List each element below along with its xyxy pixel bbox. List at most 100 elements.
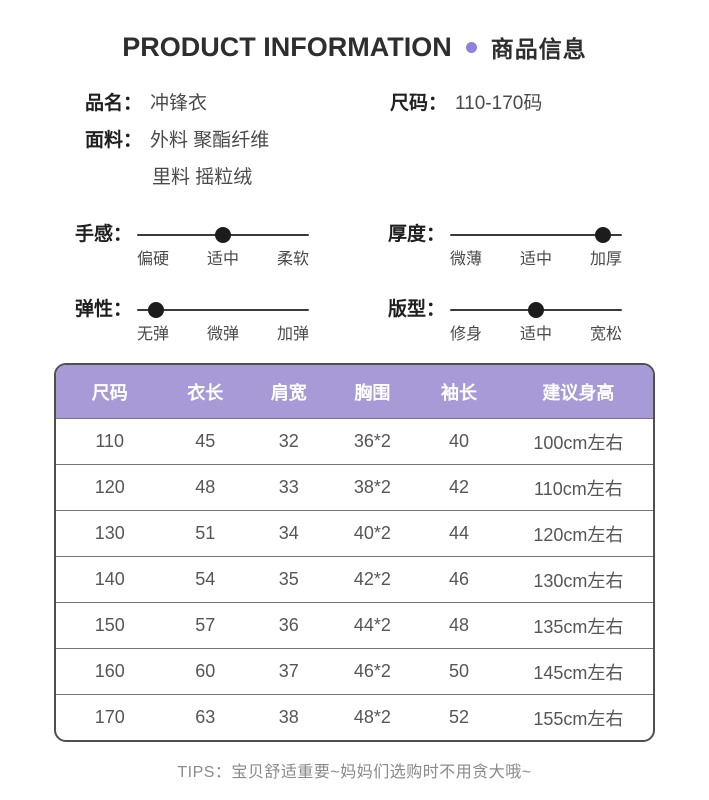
fabric-row: 面料： 外料 聚酯纤维: [85, 125, 670, 162]
size-table-header-row: 尺码 衣长 肩宽 胸围 袖长 建议身高: [56, 365, 653, 418]
slider-options: 微薄 适中 加厚: [450, 245, 622, 269]
column-header: 胸围: [330, 365, 415, 418]
table-cell: 120: [56, 464, 164, 510]
table-cell: 48: [414, 602, 504, 648]
table-row: 160 60 37 46*2 50 145cm左右: [56, 648, 653, 694]
tips-text: TIPS：宝贝舒适重要~妈妈们选购时不用贪大哦~: [177, 764, 532, 781]
table-cell: 40: [414, 418, 504, 464]
table-row: 110 45 32 36*2 40 100cm左右: [56, 418, 653, 464]
table-cell: 35: [247, 556, 331, 602]
table-cell: 44*2: [330, 602, 415, 648]
table-cell: 120cm左右: [503, 510, 653, 556]
table-cell: 110: [56, 418, 164, 464]
table-cell: 46*2: [330, 648, 415, 694]
table-cell: 40*2: [330, 510, 415, 556]
table-cell: 48*2: [330, 694, 415, 740]
slider-option: 加弹: [276, 326, 309, 343]
fabric-lining-row: 里料 摇粒绒: [85, 162, 670, 199]
table-cell: 150: [56, 602, 164, 648]
table-cell: 46: [414, 556, 504, 602]
slider-option: 加厚: [589, 251, 622, 268]
table-row: 170 63 38 48*2 52 155cm左右: [56, 694, 653, 740]
slider-track: [137, 227, 309, 243]
fabric-outer-value: 外料 聚酯纤维: [150, 130, 270, 151]
slider-track: [450, 302, 622, 318]
slider-option: 无弹: [137, 326, 170, 343]
product-attributes: 品名： 冲锋衣 尺码： 110-170码 面料： 外料 聚酯纤维 里料 摇粒绒: [85, 88, 670, 199]
table-cell: 45: [163, 418, 248, 464]
table-cell: 140: [56, 556, 164, 602]
table-cell: 60: [163, 648, 248, 694]
table-cell: 36*2: [330, 418, 415, 464]
table-cell: 100cm左右: [503, 418, 653, 464]
table-cell: 44: [414, 510, 504, 556]
table-cell: 48: [163, 464, 248, 510]
slider-track: [450, 227, 622, 243]
slider-option: 微弹: [206, 326, 239, 343]
slider-option: 柔软: [276, 251, 309, 268]
slider-options: 无弹 微弹 加弹: [137, 320, 309, 344]
slider-hand-feel: 手感： 偏硬 适中 柔软: [75, 220, 317, 269]
title-chinese: 商品信息: [490, 36, 587, 62]
table-cell: 130: [56, 510, 164, 556]
table-cell: 52: [414, 694, 504, 740]
slider-fit: 版型： 修身 适中 宽松: [388, 295, 630, 344]
slider-elasticity: 弹性： 无弹 微弹 加弹: [75, 295, 317, 344]
slider-option: 微薄: [450, 251, 483, 268]
slider-track: [137, 302, 309, 318]
slider-fit-label: 版型：: [388, 299, 446, 320]
attribute-sliders: 手感： 偏硬 适中 柔软 厚度： 微薄 适中: [75, 220, 630, 344]
table-cell: 38: [247, 694, 331, 740]
slider-option: 宽松: [589, 326, 622, 343]
fabric-lining-value: 里料 摇粒绒: [152, 167, 253, 188]
table-cell: 135cm左右: [503, 602, 653, 648]
table-cell: 32: [247, 418, 331, 464]
slider-thickness-label: 厚度：: [388, 224, 446, 245]
fabric-label: 面料：: [85, 130, 143, 151]
slider-dot-icon: [215, 227, 231, 243]
table-cell: 57: [163, 602, 248, 648]
table-cell: 130cm左右: [503, 556, 653, 602]
column-header: 袖长: [414, 365, 504, 418]
size-label: 尺码：: [390, 93, 448, 114]
table-cell: 145cm左右: [503, 648, 653, 694]
slider-option: 修身: [450, 326, 483, 343]
slider-option: 适中: [519, 326, 552, 343]
table-cell: 38*2: [330, 464, 415, 510]
size-value: 110-170码: [455, 93, 543, 114]
table-cell: 42*2: [330, 556, 415, 602]
slider-options: 修身 适中 宽松: [450, 320, 622, 344]
table-cell: 160: [56, 648, 164, 694]
slider-hand-feel-label: 手感：: [75, 224, 133, 245]
column-header: 衣长: [163, 365, 248, 418]
slider-options: 偏硬 适中 柔软: [137, 245, 309, 269]
table-cell: 54: [163, 556, 248, 602]
dot-separator-icon: [465, 41, 477, 53]
table-cell: 37: [247, 648, 331, 694]
column-header: 尺码: [56, 365, 164, 418]
table-cell: 50: [414, 648, 504, 694]
table-row: 120 48 33 38*2 42 110cm左右: [56, 464, 653, 510]
page-title: PRODUCT INFORMATION 商品信息: [0, 30, 709, 64]
column-header: 建议身高: [503, 365, 653, 418]
size-range-group: 尺码： 110-170码: [390, 88, 542, 115]
table-row: 130 51 34 40*2 44 120cm左右: [56, 510, 653, 556]
name-and-size-row: 品名： 冲锋衣 尺码： 110-170码: [85, 88, 670, 125]
table-cell: 34: [247, 510, 331, 556]
slider-dot-icon: [147, 302, 164, 318]
table-row: 150 57 36 44*2 48 135cm左右: [56, 602, 653, 648]
table-cell: 110cm左右: [503, 464, 653, 510]
size-table: 尺码 衣长 肩宽 胸围 袖长 建议身高 110 45 32 36*2 40 10…: [54, 363, 655, 742]
table-cell: 51: [163, 510, 248, 556]
slider-dot-icon: [528, 302, 544, 318]
slider-option: 偏硬: [137, 251, 170, 268]
slider-elasticity-label: 弹性：: [75, 299, 133, 320]
table-cell: 170: [56, 694, 164, 740]
table-cell: 33: [247, 464, 331, 510]
slider-option: 适中: [519, 251, 552, 268]
table-cell: 42: [414, 464, 504, 510]
name-value: 冲锋衣: [150, 93, 208, 114]
slider-dot-icon: [595, 227, 612, 243]
table-row: 140 54 35 42*2 46 130cm左右: [56, 556, 653, 602]
